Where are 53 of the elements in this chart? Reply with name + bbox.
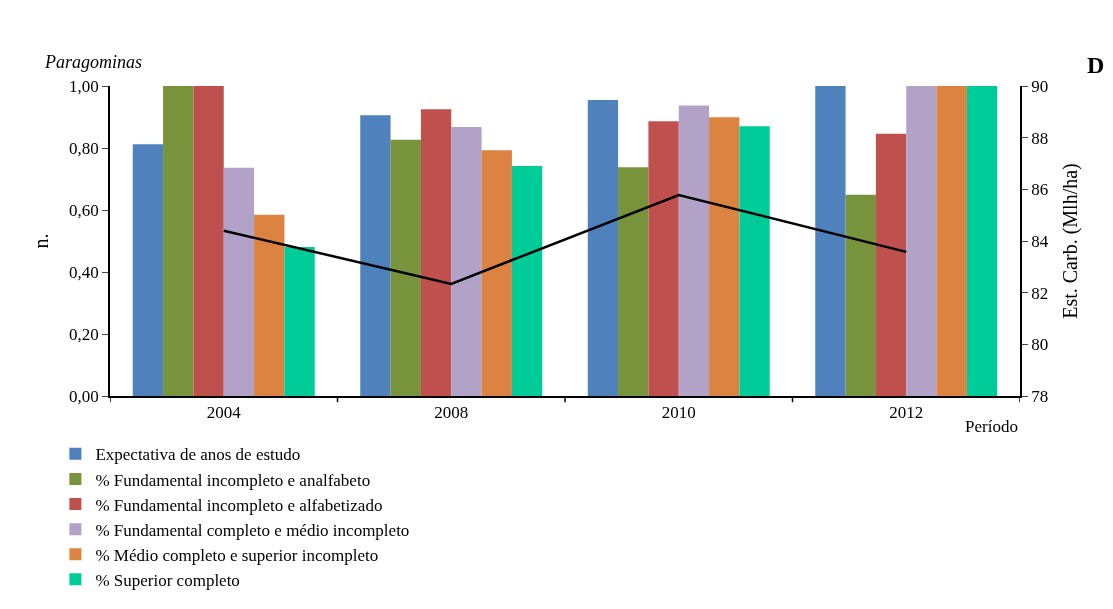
bar xyxy=(284,246,315,396)
y2-tick-label: 90 xyxy=(1031,76,1049,96)
bar xyxy=(481,150,512,396)
y2-tick-label: 80 xyxy=(1031,335,1049,355)
y-tick-label: 0,80 xyxy=(69,138,99,158)
bar xyxy=(511,165,543,396)
bar xyxy=(360,115,391,396)
chart-title: Paragominas xyxy=(44,52,143,72)
legend-label: % Fundamental incompleto e alfabetizado xyxy=(95,495,383,515)
bar xyxy=(223,167,255,396)
bar xyxy=(678,105,710,396)
bar xyxy=(390,139,421,396)
bar xyxy=(163,86,194,396)
bar xyxy=(739,126,770,396)
text: D xyxy=(1087,52,1105,78)
bar xyxy=(845,194,876,396)
bar xyxy=(815,86,846,396)
bar xyxy=(193,86,224,396)
y-tick-label: 0,00 xyxy=(69,386,99,406)
bar xyxy=(420,109,452,396)
y2-tick-label: 86 xyxy=(1031,180,1049,200)
y2-tick-label: 82 xyxy=(1031,283,1049,303)
bar xyxy=(875,133,907,396)
bar xyxy=(906,86,937,396)
bar xyxy=(451,126,482,396)
x-axis-title: Período xyxy=(965,417,1018,436)
legend-label: Expectativa de anos de estudo xyxy=(95,445,301,465)
bar xyxy=(132,144,164,396)
y2-tick-label: 78 xyxy=(1031,386,1049,406)
x-tick-label: 2012 xyxy=(889,403,924,423)
y-tick-label: 0,60 xyxy=(69,200,99,220)
line-series xyxy=(222,193,908,286)
x-tick-label: 2008 xyxy=(434,403,469,423)
x-tick-label: 2004 xyxy=(206,403,242,423)
y2-tick-label: 88 xyxy=(1031,128,1049,148)
legend-label: % Superior completo xyxy=(95,570,240,590)
bar xyxy=(618,167,649,396)
x-tick-label: 2010 xyxy=(661,403,696,423)
legend-label: % Fundamental completo e médio incompleto xyxy=(95,520,410,540)
y2-axis-title: Est. Carb. (Mlh/ha) xyxy=(1058,163,1082,319)
y2-tick-label: 84 xyxy=(1031,231,1049,251)
bar xyxy=(709,117,740,396)
bar xyxy=(648,121,679,396)
y-tick-label: 0,40 xyxy=(69,262,99,282)
legend-label: % Médio completo e superior incompleto xyxy=(95,545,379,565)
bar xyxy=(936,86,967,396)
y-tick-label: 1,00 xyxy=(69,76,99,96)
y-axis-title: n. xyxy=(30,233,53,249)
bar xyxy=(966,86,998,396)
bar xyxy=(254,214,285,396)
legend-label: % Fundamental incompleto e analfabeto xyxy=(95,470,371,490)
y-tick-label: 0,20 xyxy=(69,324,99,344)
bar xyxy=(587,99,619,396)
